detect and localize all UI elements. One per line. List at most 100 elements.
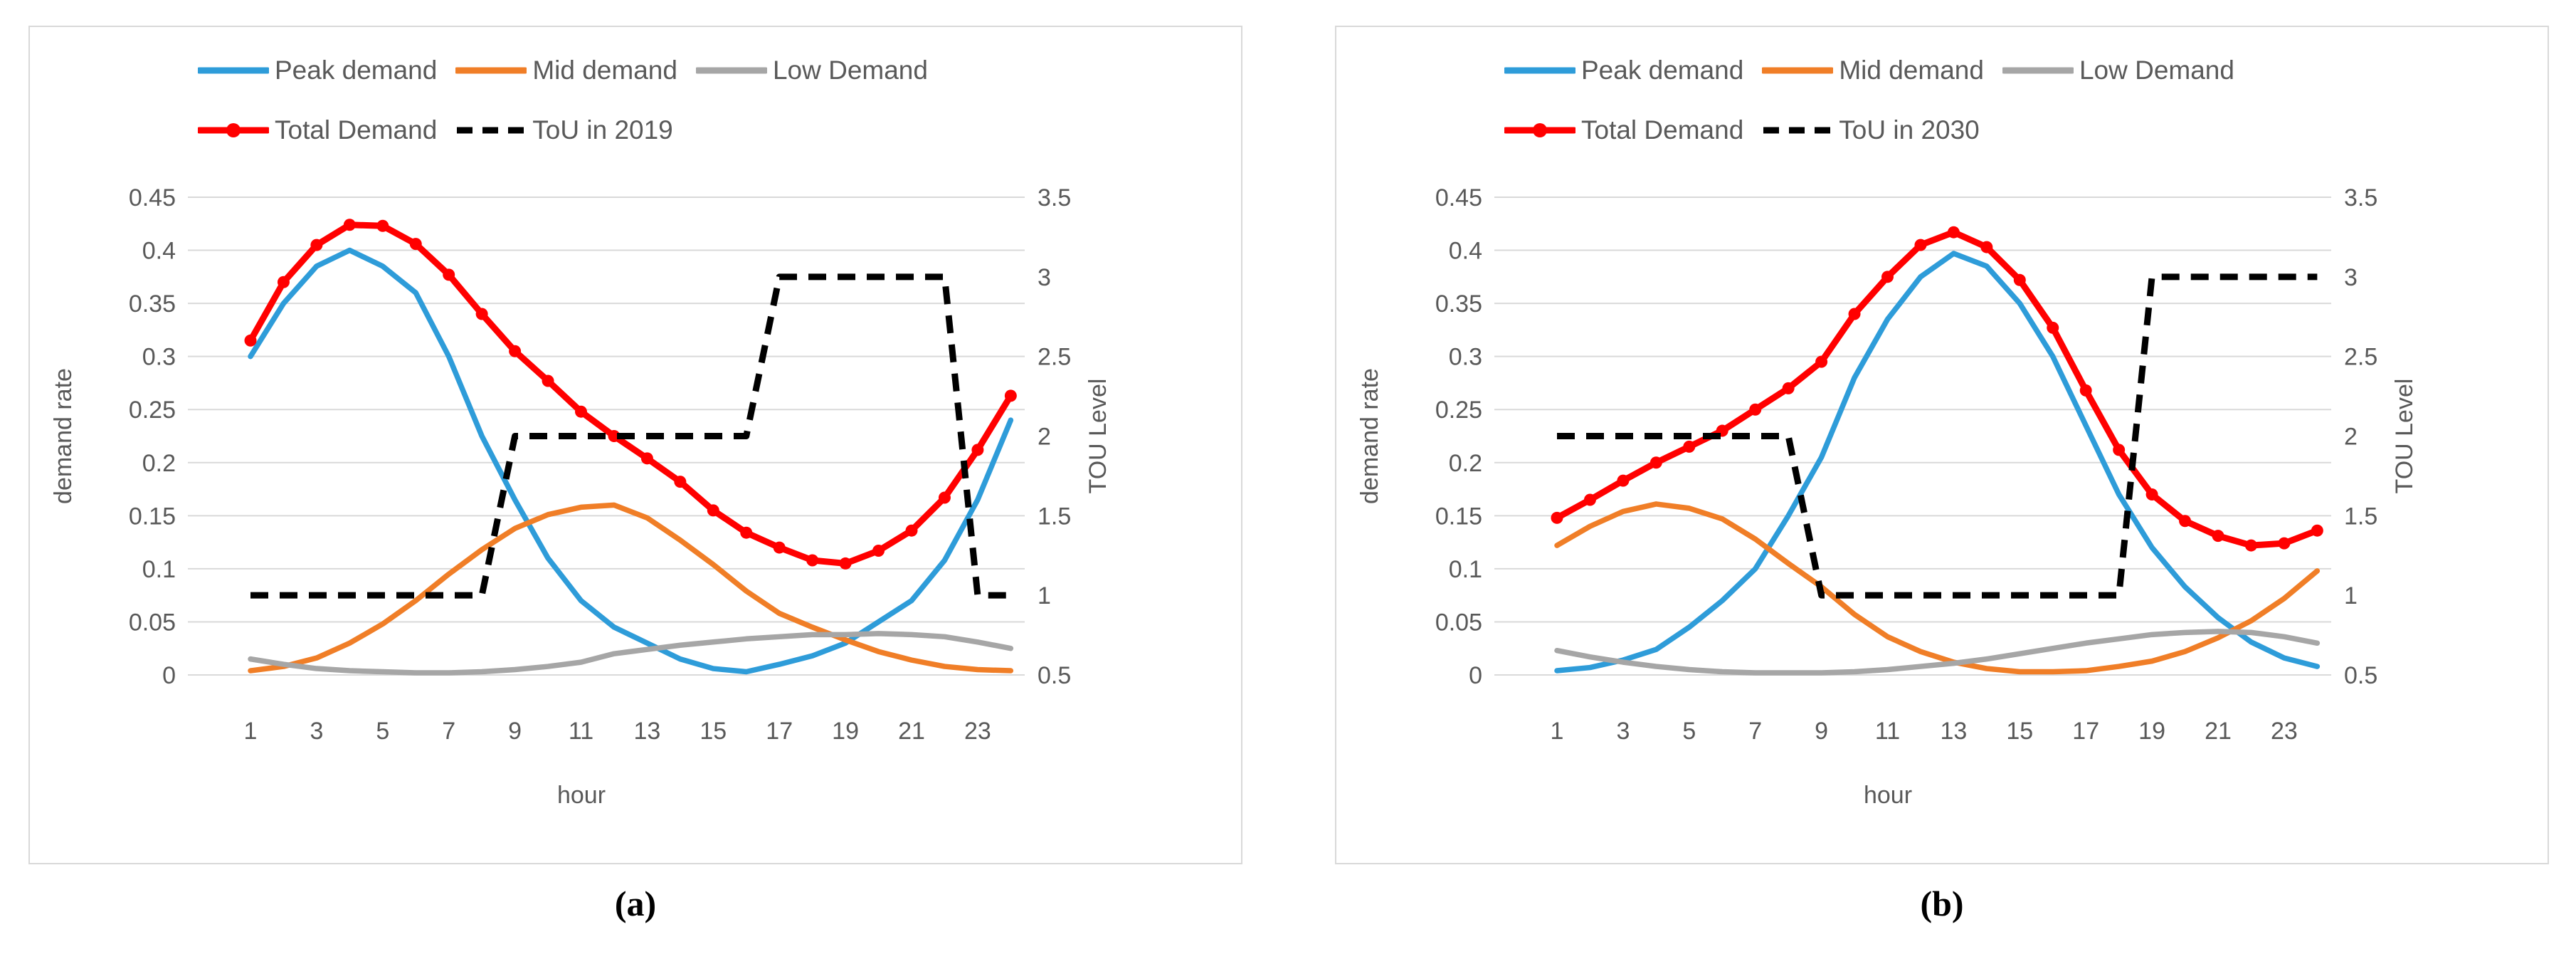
- left-axis-tick-label: 0.1: [142, 556, 176, 583]
- series-marker-total-demand: [971, 444, 984, 456]
- left-axis-tick-label: 0.2: [1449, 450, 1482, 477]
- x-axis-tick-label: 1: [244, 718, 258, 745]
- legend-swatch-total-demand: [1504, 123, 1575, 137]
- right-axis-tick-label: 2: [1038, 424, 1051, 451]
- series-line-mid-demand: [1554, 501, 2321, 675]
- series-marker-total-demand: [575, 405, 587, 418]
- x-axis-tick-label: 23: [2271, 718, 2298, 745]
- legend-label: ToU in 2019: [532, 115, 673, 145]
- x-axis-tick-label: 21: [898, 718, 925, 745]
- legend-swatch-marker: [1533, 123, 1547, 137]
- series-marker-total-demand: [443, 268, 455, 281]
- left-axis-tick-label: 0.45: [129, 184, 176, 211]
- x-axis-tick-label: 15: [700, 718, 727, 745]
- legend-row-1: Peak demand Mid demand Low Demand: [198, 56, 946, 85]
- right-axis-tick-label: 2.5: [2344, 344, 2377, 371]
- series-marker-total-demand: [1881, 271, 1894, 283]
- series-marker-total-demand: [1782, 382, 1795, 394]
- series-marker-total-demand: [2212, 530, 2224, 543]
- legend-label: Low Demand: [2079, 56, 2234, 85]
- right-axis-tick-label: 1.5: [1038, 503, 1071, 530]
- x-axis-tick-label: 15: [2006, 718, 2033, 745]
- legend-label: Mid demand: [532, 56, 677, 85]
- series-marker-total-demand: [2079, 384, 2092, 397]
- legend-label: Low Demand: [772, 56, 928, 85]
- x-axis-tick-label: 3: [1616, 718, 1630, 745]
- series-line-tou-in-2019: [250, 273, 1011, 599]
- right-axis-tick-label: 2: [2344, 424, 2358, 451]
- x-axis-tick-label: 13: [1940, 718, 1967, 745]
- series-marker-total-demand: [409, 238, 422, 251]
- legend-label: Mid demand: [1839, 56, 1984, 85]
- legend-row-1: Peak demand Mid demand Low Demand: [1504, 56, 2253, 85]
- x-axis-tick-label: 3: [310, 718, 323, 745]
- legend-swatch-tou-in-2019: [457, 127, 526, 134]
- left-axis-tick-label: 0.05: [1435, 609, 1482, 636]
- left-axis-tick-label: 0.3: [142, 344, 176, 371]
- legend-item-tou-in-2030: ToU in 2030: [1762, 115, 1980, 145]
- legend-label: Total Demand: [1581, 115, 1744, 145]
- left-axis-tick-label: 0.45: [1435, 184, 1482, 211]
- left-axis-title: demand rate: [50, 368, 77, 504]
- right-axis-tick-label: 1: [2344, 582, 2358, 609]
- series-marker-total-demand: [674, 476, 687, 488]
- x-axis-tick-label: 13: [633, 718, 660, 745]
- left-axis-tick-label: 0: [162, 662, 176, 689]
- legend-label: ToU in 2030: [1839, 115, 1980, 145]
- legend-swatch-mid-demand: [1762, 67, 1834, 74]
- x-axis-title: hour: [1864, 782, 1912, 809]
- series-line-peak-demand: [248, 247, 1014, 675]
- series-line-tou-in-2030: [1557, 273, 2318, 599]
- legend-swatch-tou-in-2030: [1763, 127, 1832, 134]
- legend-swatch-peak-demand: [198, 67, 269, 74]
- left-axis-tick-label: 0.35: [129, 290, 176, 318]
- series-marker-total-demand: [740, 526, 753, 539]
- series-marker-total-demand: [1683, 440, 1696, 453]
- series-marker-total-demand: [1914, 239, 1927, 251]
- left-axis-tick-label: 0.3: [1449, 344, 1482, 371]
- legend-swatch-marker: [226, 123, 241, 137]
- series-marker-total-demand: [1947, 226, 1960, 239]
- series-marker-total-demand: [1749, 403, 1762, 416]
- series-marker-total-demand: [343, 219, 356, 231]
- x-axis-tick-label: 19: [2138, 718, 2165, 745]
- series-marker-total-demand: [1848, 308, 1861, 320]
- series-line-low-demand: [1554, 629, 2321, 676]
- legend-swatch-low-demand: [2002, 67, 2074, 74]
- series-line-low-demand: [248, 631, 1014, 676]
- series-marker-total-demand: [640, 452, 653, 465]
- series-marker-total-demand: [839, 557, 852, 570]
- series-marker-total-demand: [310, 239, 323, 251]
- legend-swatch-low-demand: [695, 67, 767, 74]
- right-axis-tick-label: 1: [1038, 582, 1051, 609]
- right-axis-tick-label: 1.5: [2344, 503, 2377, 530]
- right-axis-tick-label: 2.5: [1038, 344, 1071, 371]
- left-axis-tick-label: 0.15: [1435, 503, 1482, 530]
- right-axis-tick-label: 3: [2344, 264, 2358, 291]
- series-marker-total-demand: [2013, 273, 2026, 286]
- series-marker-total-demand: [905, 524, 918, 537]
- left-axis-tick-label: 0.1: [1449, 556, 1482, 583]
- left-axis-tick-label: 0.4: [142, 238, 176, 265]
- series-marker-total-demand: [2047, 321, 2059, 334]
- left-axis-tick-label: 0.2: [142, 450, 176, 477]
- legend-swatch-total-demand: [198, 123, 269, 137]
- x-axis-tick-label: 21: [2205, 718, 2232, 745]
- legend-row-2: Total Demand ToU in 2019: [198, 115, 692, 145]
- right-axis-tick-label: 3.5: [2344, 184, 2377, 211]
- series-marker-total-demand: [475, 308, 488, 320]
- left-axis-tick-label: 0: [1469, 662, 1482, 689]
- series-marker-total-demand: [1980, 241, 1993, 253]
- legend-item-total-demand: Total Demand: [198, 115, 437, 145]
- subfigure-caption-a: (a): [614, 884, 657, 923]
- left-axis-tick-label: 0.15: [129, 503, 176, 530]
- right-axis-tick-label: 3.5: [1038, 184, 1071, 211]
- series-marker-total-demand: [1004, 389, 1017, 402]
- right-axis-title: TOU Level: [2391, 379, 2418, 494]
- legend-item-low-demand: Low Demand: [2002, 56, 2234, 85]
- left-axis-tick-label: 0.4: [1449, 238, 1482, 265]
- series-marker-total-demand: [277, 276, 290, 288]
- series-marker-total-demand: [1815, 355, 1828, 368]
- series-marker-total-demand: [509, 345, 522, 357]
